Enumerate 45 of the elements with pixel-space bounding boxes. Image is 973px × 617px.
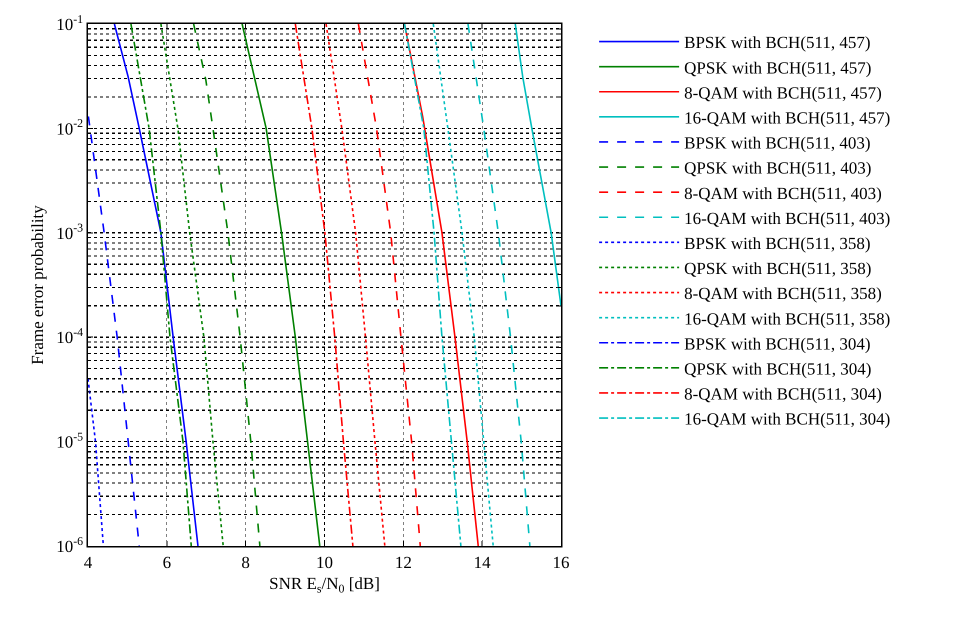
legend-label: 16-QAM with BCH(511, 457)	[684, 108, 890, 128]
legend-label: 8-QAM with BCH(511, 457)	[684, 83, 882, 102]
legend-label: BPSK with BCH(511, 304)	[684, 334, 871, 354]
legend-label: QPSK with BCH(511, 457)	[684, 58, 872, 78]
legend-label: BPSK with BCH(511, 457)	[684, 33, 871, 52]
line-series	[432, 24, 494, 546]
line-series	[130, 24, 192, 546]
line-series	[160, 24, 224, 546]
x-axis-title: SNR E$_{s}$/N$_{0}$ [dB]	[269, 574, 380, 596]
legend-label: 8-QAM with BCH(511, 358)	[684, 284, 882, 304]
y-tick-label: 10$^{-3}$	[56, 220, 84, 243]
x-tick-label: 14	[474, 552, 492, 572]
line-series	[294, 24, 354, 546]
line-series	[358, 24, 422, 546]
y-tick-label: 10$^{-1}$	[56, 12, 84, 34]
line-series	[114, 24, 199, 546]
legend-label: 16-QAM with BCH(511, 403)	[684, 208, 890, 228]
x-tick-label: 6	[162, 552, 172, 572]
line-series	[514, 24, 561, 307]
x-tick-label: 8	[241, 552, 250, 572]
x-tick-label: 4	[84, 552, 93, 572]
legend-label: BPSK with BCH(511, 403)	[684, 134, 871, 153]
x-tick-label: 10	[316, 552, 333, 572]
y-tick-label: 10$^{-6}$	[56, 534, 84, 556]
line-series	[467, 24, 531, 546]
legend-label: 8-QAM with BCH(511, 403)	[684, 184, 882, 203]
line-series	[404, 24, 462, 546]
legend-label: 16-QAM with BCH(511, 304)	[684, 410, 890, 429]
x-tick-label: 12	[394, 552, 412, 572]
legend-label: QPSK with BCH(511, 358)	[684, 259, 872, 278]
line-series	[241, 24, 321, 546]
legend-label: 8-QAM with BCH(511, 304)	[684, 384, 882, 404]
line-series	[404, 24, 480, 546]
legend-label: 16-QAM with BCH(511, 358)	[684, 309, 890, 328]
y-tick-label: 10$^{-5}$	[56, 429, 84, 452]
y-tick-label: 10$^{-4}$	[56, 325, 84, 348]
line-series	[88, 116, 140, 546]
line-series	[325, 24, 386, 546]
y-tick-label: 10$^{-2}$	[56, 116, 84, 138]
y-axis-title: Frame error probability	[28, 204, 47, 365]
legend-label: QPSK with BCH(511, 304)	[684, 359, 872, 378]
line-series	[192, 24, 261, 546]
legend-label: QPSK with BCH(511, 403)	[684, 158, 872, 178]
x-tick-label: 16	[552, 552, 570, 572]
legend-label: BPSK with BCH(511, 358)	[684, 234, 871, 253]
